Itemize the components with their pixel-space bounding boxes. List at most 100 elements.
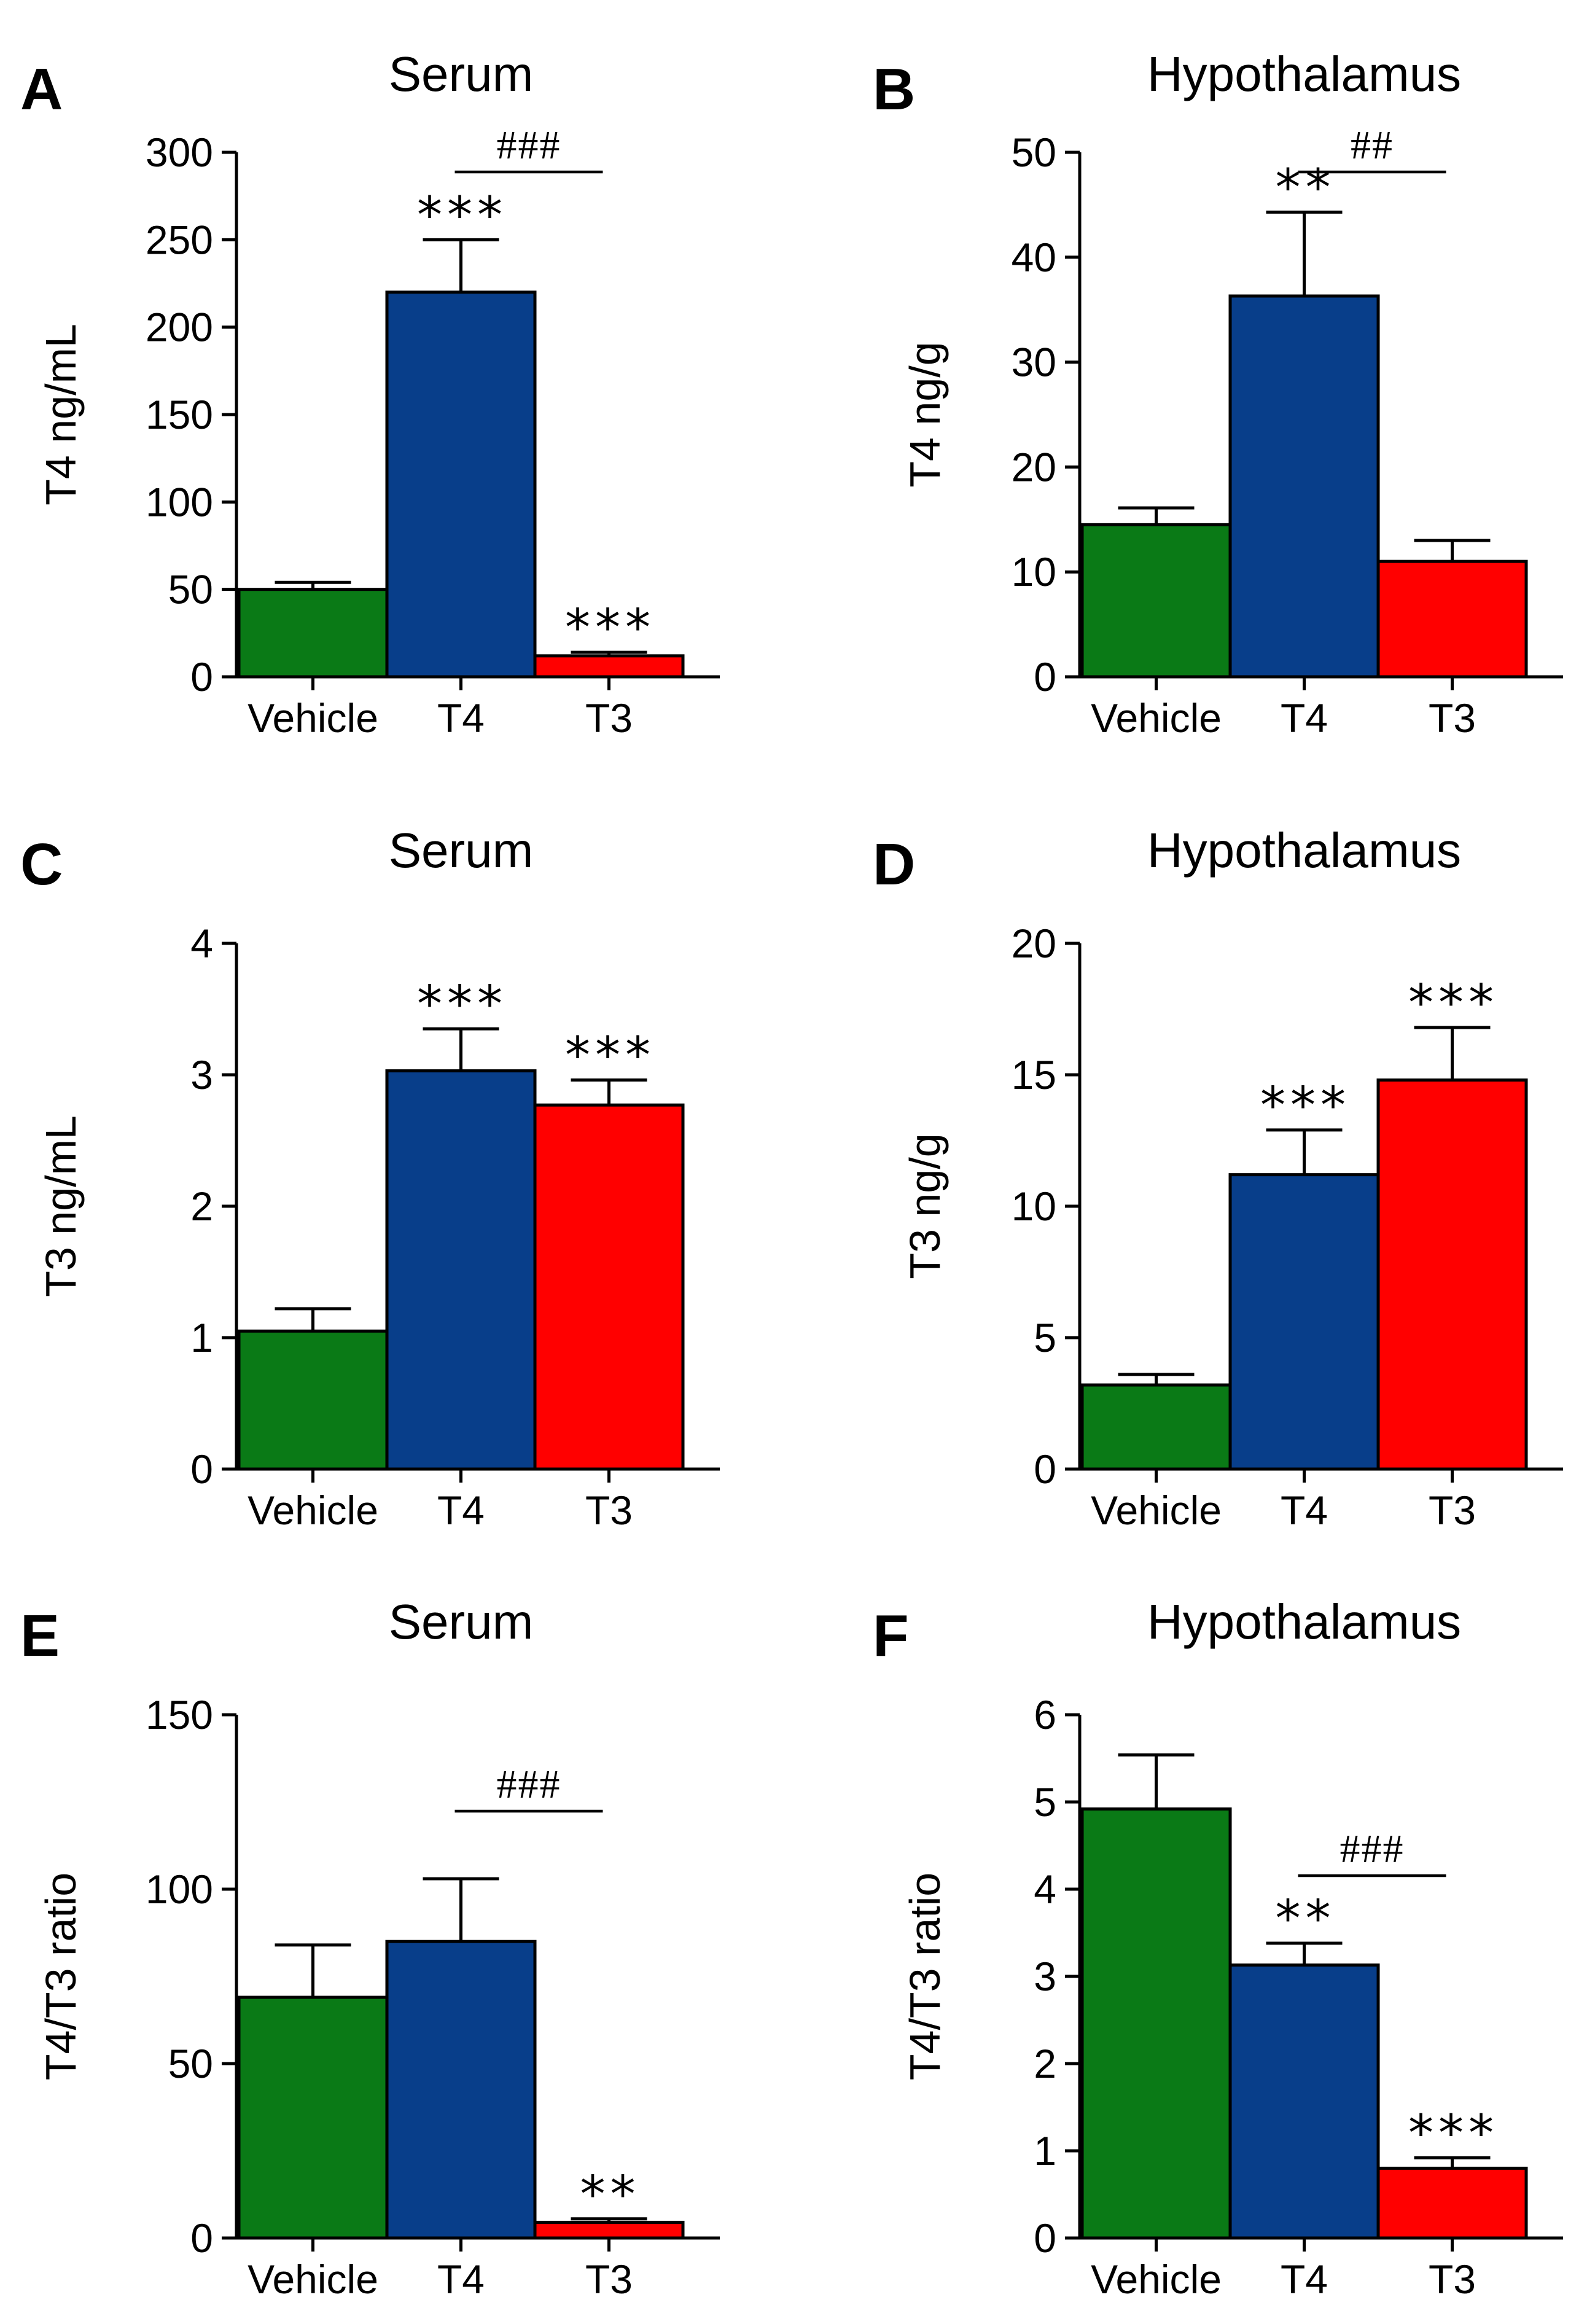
y-tick-label: 50 [168,2041,213,2086]
chart-panel-c: C Serum T3 ng/mL Vehicle *** T4 *** T3 0 1 2 3 4 [20,823,720,1533]
comparison-label: ### [497,123,561,168]
panel-letter: B [873,57,915,122]
chart-panel-a: A Serum T4 ng/mL Vehicle *** T4 *** T3 0 50 100 150… [20,47,720,741]
bar-vehicle [237,588,389,679]
y-tick-label: 15 [1012,1052,1056,1098]
panel-title: Serum [389,1594,534,1649]
y-tick-label: 250 [146,217,213,262]
significance-label: *** [1408,974,1499,1032]
comparison-label: ### [1340,1827,1405,1871]
y-tick-label: 3 [1034,1954,1056,1999]
y-axis-label: T4 ng/mL [37,324,85,505]
y-tick-label: 0 [190,2215,213,2261]
chart-panel-d: D Hypothalamus T3 ng/g Vehicle *** T4 *** T3 0 5 1… [873,823,1563,1533]
y-tick-label: 200 [146,305,213,350]
x-tick-label: Vehicle [248,1488,378,1533]
significance-label: *** [417,975,507,1034]
y-tick-label: 6 [1034,1692,1056,1737]
x-tick-label: T4 [437,1488,485,1533]
y-tick-label: 10 [1012,1183,1056,1229]
panel-title: Hypothalamus [1147,47,1461,101]
x-tick-label: Vehicle [1091,695,1222,741]
bar-vehicle [1080,523,1232,679]
panel-letter: F [873,1603,909,1669]
comparison-label: ### [497,1762,561,1807]
significance-label: ** [580,2166,641,2224]
y-tick-label: 0 [1034,654,1056,700]
y-axis-label: T4/T3 ratio [37,1873,85,2080]
bar-t4 [1228,1173,1380,1471]
x-tick-label: T4 [1281,695,1328,741]
y-tick-label: 2 [1034,2041,1056,2086]
panel-title: Serum [389,823,534,878]
y-tick-label: 40 [1012,235,1056,280]
x-tick-label: T4 [437,2256,485,2302]
chart-panel-e: E Serum T4/T3 ratio Vehicle T4 ** T3 0 50 100 150 #… [20,1594,720,2302]
panel-letter: D [873,832,915,897]
bar-t4 [1228,294,1380,679]
significance-label: ** [1276,1890,1336,1948]
y-tick-label: 50 [1012,130,1056,175]
bar-t3 [533,1103,685,1471]
bar-t3 [533,2220,685,2240]
bar-vehicle [1080,1807,1232,2240]
x-tick-label: T3 [585,1488,633,1533]
significance-label: *** [1408,2104,1499,2162]
y-tick-label: 0 [1034,2215,1056,2261]
y-tick-label: 4 [190,921,213,966]
significance-label: *** [417,186,507,244]
y-tick-label: 1 [1034,2128,1056,2174]
y-tick-label: 4 [1034,1866,1056,1912]
x-tick-label: T4 [437,695,485,741]
y-tick-label: 0 [190,654,213,700]
bar-t3 [1376,1078,1528,1471]
panel-title: Serum [389,47,534,101]
y-axis-label: T3 ng/mL [37,1115,85,1297]
y-tick-label: 5 [1034,1779,1056,1825]
y-tick-label: 3 [190,1052,213,1098]
chart-panel-b: B Hypothalamus T4 ng/g Vehicle ** T4 T3 0 10 20 30… [873,47,1563,741]
significance-label: *** [1260,1077,1351,1135]
panel-letter: E [20,1603,60,1669]
x-tick-label: Vehicle [248,695,378,741]
y-tick-label: 20 [1012,921,1056,966]
bar-t3 [1376,560,1528,679]
panel-letter: A [20,57,63,122]
y-tick-label: 30 [1012,340,1056,385]
x-tick-label: Vehicle [1091,2256,1222,2302]
y-tick-label: 300 [146,130,213,175]
significance-label: *** [565,1027,655,1085]
y-tick-label: 0 [190,1446,213,1492]
y-tick-label: 150 [146,1692,213,1737]
significance-label: *** [565,599,655,657]
bar-t3 [533,654,685,679]
bar-t4 [1228,1963,1380,2240]
panel-title: Hypothalamus [1147,823,1461,878]
y-axis-label: T4/T3 ratio [901,1873,949,2080]
x-tick-label: T3 [1429,2256,1476,2302]
x-tick-label: T3 [1429,1488,1476,1533]
y-tick-label: 1 [190,1315,213,1360]
panel-title: Hypothalamus [1147,1594,1461,1649]
comparison-label: ## [1351,123,1394,168]
x-tick-label: Vehicle [1091,1488,1222,1533]
y-axis-label: T3 ng/g [901,1133,949,1279]
bar-vehicle [1080,1383,1232,1471]
bar-t4 [385,1069,537,1471]
y-tick-label: 2 [190,1183,213,1229]
y-tick-label: 10 [1012,549,1056,595]
y-tick-label: 50 [168,567,213,612]
x-tick-label: T4 [1281,2256,1328,2302]
bar-t3 [1376,2166,1528,2240]
significance-label: ** [1276,158,1336,217]
x-tick-label: T3 [585,2256,633,2302]
bar-t4 [385,290,537,679]
bar-vehicle [237,1329,389,1471]
x-tick-label: T4 [1281,1488,1328,1533]
chart-panel-f: F Hypothalamus T4/T3 ratio Vehicle ** T4 *** T3… [873,1594,1563,2302]
y-tick-label: 20 [1012,444,1056,489]
bar-vehicle [237,1995,389,2240]
x-tick-label: T3 [1429,695,1476,741]
x-tick-label: Vehicle [248,2256,378,2302]
